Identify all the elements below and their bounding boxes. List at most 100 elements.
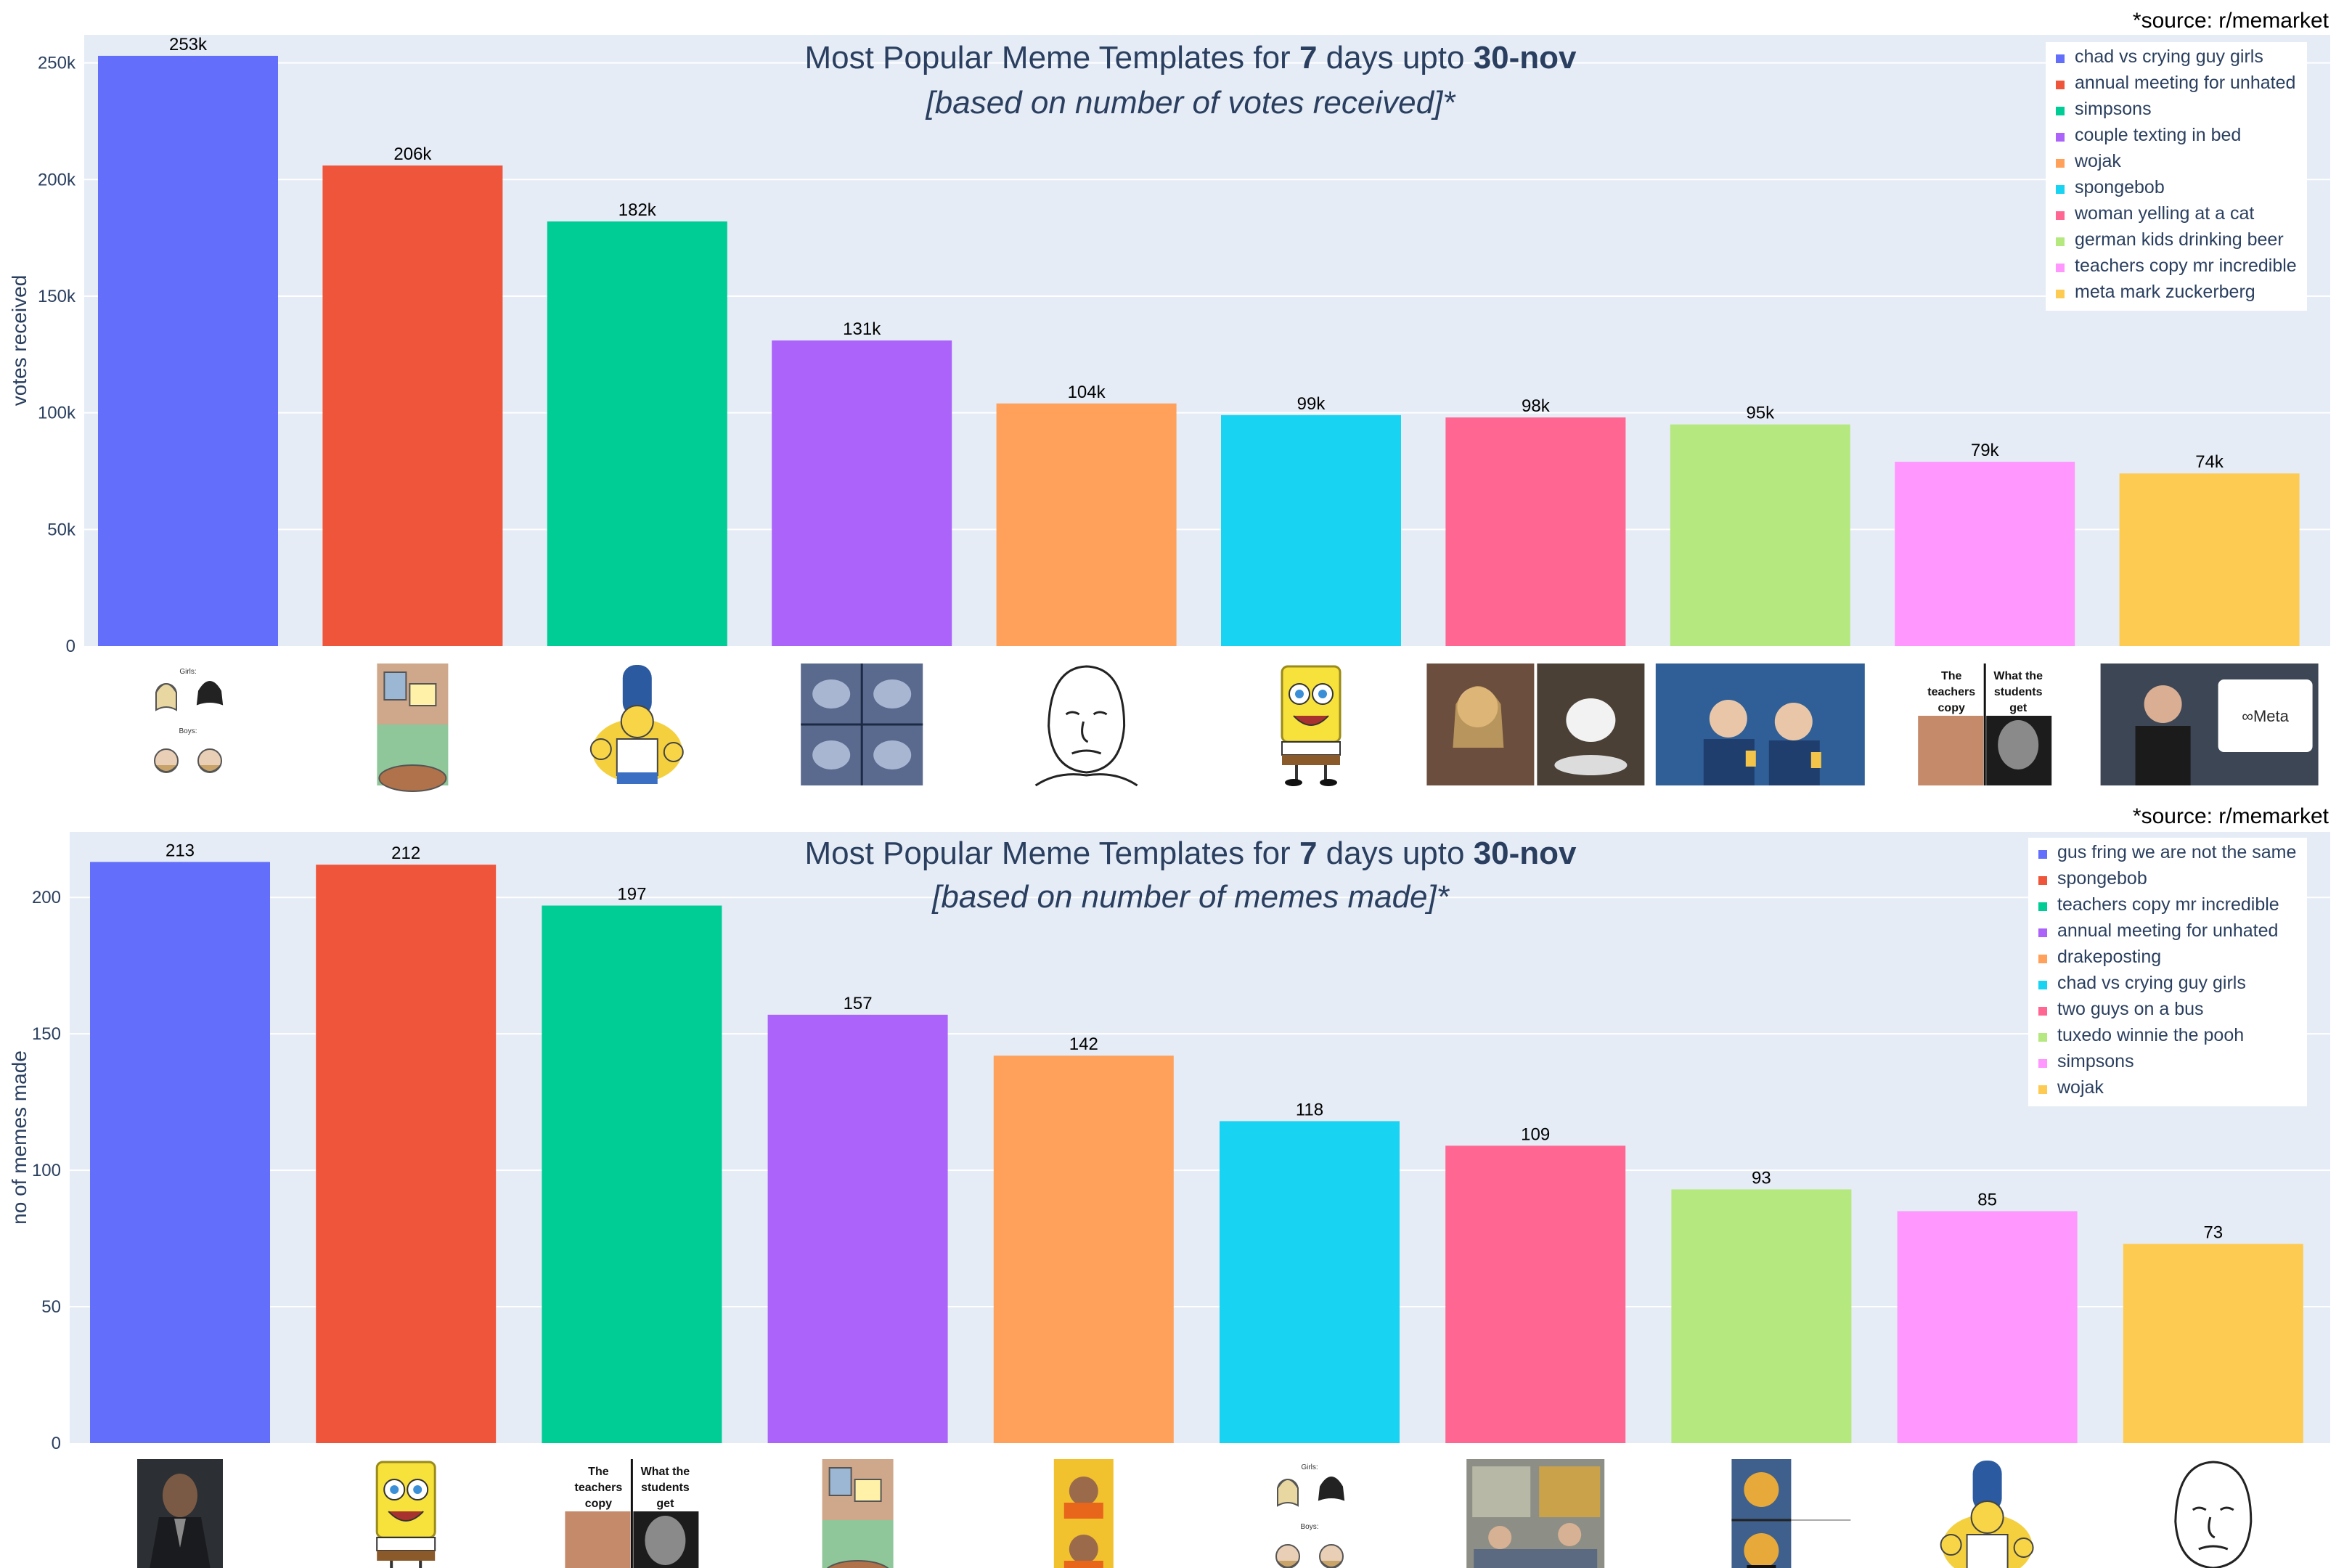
bar [542, 905, 722, 1443]
chad-hair [1277, 1479, 1299, 1507]
cat-head [1566, 698, 1616, 742]
spongebob-body [375, 1461, 436, 1539]
legend-entry: chad vs crying guy girls [2057, 973, 2246, 993]
bar [1671, 1189, 1852, 1443]
incredible-normal-face [1918, 716, 1984, 785]
thumbnail-wojak [1034, 665, 1138, 787]
legend-box [2046, 42, 2307, 311]
y-tick-label: 100 [32, 1161, 61, 1180]
y-tick-label: 200k [38, 170, 76, 189]
incredible-left-caption: teachers [574, 1482, 622, 1494]
bar-data-label: 104k [1068, 383, 1106, 402]
bus-guy-left [1488, 1526, 1512, 1549]
couple-figure-3 [873, 740, 912, 769]
zuck-face [2144, 685, 2182, 723]
thumbnail-teachers-copy-mr-incredible: The teachers copy What the students get [565, 1459, 699, 1568]
bus-window-left [1472, 1466, 1531, 1517]
drake-face-top [1069, 1477, 1098, 1506]
legend-swatch [2056, 211, 2065, 220]
chart-1: 0 50k 100k 150k 200k 250k votes received 253k Gi… [8, 9, 2330, 792]
incredible-right-caption: students [1994, 686, 2043, 698]
bar-data-label: 99k [1297, 394, 1326, 414]
couple-figure-1 [873, 679, 912, 709]
chart-title: Most Popular Meme Templates for 7 days u… [804, 836, 1577, 871]
meeting-table [378, 764, 447, 792]
bar [1445, 1146, 1626, 1443]
legend-box [2028, 838, 2307, 1106]
thumbnail-chad-vs-crying-guy-girls: Girls: Boys: [1275, 1463, 1345, 1568]
spongebob-pants [1282, 755, 1340, 765]
kid-face-left [1709, 700, 1747, 738]
wojak-head [2174, 1461, 2253, 1568]
chad-boys-text: Boys: [1300, 1523, 1318, 1531]
bar-data-label: 93 [1752, 1168, 1771, 1188]
y-tick-label: 0 [66, 637, 75, 656]
couple-figure-0 [812, 679, 851, 709]
lisa-face [663, 742, 684, 762]
y-tick-label: 0 [52, 1434, 61, 1453]
bar-data-label: 142 [1069, 1034, 1098, 1054]
thumbnail-drakeposting [1053, 1459, 1114, 1568]
legend-swatch [2038, 876, 2047, 885]
boy-beard-left [155, 764, 178, 772]
meeting-note [409, 683, 437, 706]
bar [1445, 417, 1626, 646]
thumbnail-german-kids-drinking-beer [1655, 663, 1865, 785]
chad-hair [155, 683, 177, 711]
spongebob-pupil-left [390, 1485, 399, 1494]
y-tick-label: 100k [38, 404, 76, 423]
legend-entry: annual meeting for unhated [2057, 920, 2278, 941]
legend-swatch [2038, 955, 2047, 963]
cat-plate [1554, 755, 1628, 775]
boy-beard-right [1320, 1560, 1343, 1568]
legend-swatch [2056, 264, 2065, 272]
incredible-right-caption: What the [1993, 670, 2043, 682]
incredible-right-caption: get [2009, 702, 2028, 714]
thumbnail-chad-vs-crying-guy-girls: Girls: Boys: [154, 668, 224, 773]
bar [993, 1055, 1174, 1443]
drake-jacket-bottom [1063, 1561, 1103, 1568]
crying-hair [196, 681, 224, 706]
zuck-shirt [2135, 726, 2191, 785]
couple-figure-2 [812, 740, 851, 769]
thumbnail-spongebob [1281, 665, 1342, 786]
thumbnail-woman-yelling-at-a-cat [1426, 663, 1645, 785]
homer-pants [616, 772, 658, 784]
bar-data-label: 197 [617, 884, 646, 904]
wojak-nose [2208, 1516, 2216, 1539]
pooh-face-bottom [1744, 1533, 1779, 1568]
gus-face [163, 1474, 197, 1517]
legend-entry: simpsons [2057, 1051, 2134, 1071]
homer-face [620, 705, 654, 738]
thumbnail-tuxedo-winnie-the-pooh [1731, 1459, 1851, 1568]
chad-boys-text: Boys: [179, 727, 197, 735]
drake-face-bottom [1069, 1535, 1098, 1564]
bar [316, 865, 497, 1443]
bar-data-label: 73 [2203, 1223, 2223, 1243]
thumbnail-meta-mark-zuckerberg: ∞Meta [2100, 663, 2319, 785]
bar [2119, 473, 2300, 646]
bar-data-label: 253k [169, 35, 208, 54]
legend-entry: woman yelling at a cat [2074, 203, 2254, 224]
bar-data-label: 85 [1977, 1190, 1997, 1209]
incredible-uncanny-head [1998, 720, 2039, 769]
spongebob-shoe-left [1285, 779, 1302, 786]
legend-entry: spongebob [2075, 177, 2165, 197]
bar [90, 862, 270, 1443]
legend-swatch [2038, 1085, 2047, 1094]
y-tick-label: 50k [47, 520, 76, 539]
y-tick-label: 150 [32, 1024, 61, 1044]
legend-swatch [2038, 1033, 2047, 1042]
bar-data-label: 118 [1296, 1100, 1323, 1119]
spongebob-mouth [388, 1511, 424, 1522]
boy-beard-right [198, 764, 221, 772]
meeting-window [828, 1467, 852, 1496]
spongebob-body [1281, 665, 1342, 743]
y-axis-title: votes received [8, 275, 30, 407]
bar-data-label: 182k [618, 200, 657, 220]
spongebob-pupil-right [1318, 690, 1327, 698]
source-note: *source: r/memarket [2133, 804, 2329, 828]
legend-swatch [2038, 1007, 2047, 1016]
thumbnail-wojak [2174, 1461, 2253, 1568]
